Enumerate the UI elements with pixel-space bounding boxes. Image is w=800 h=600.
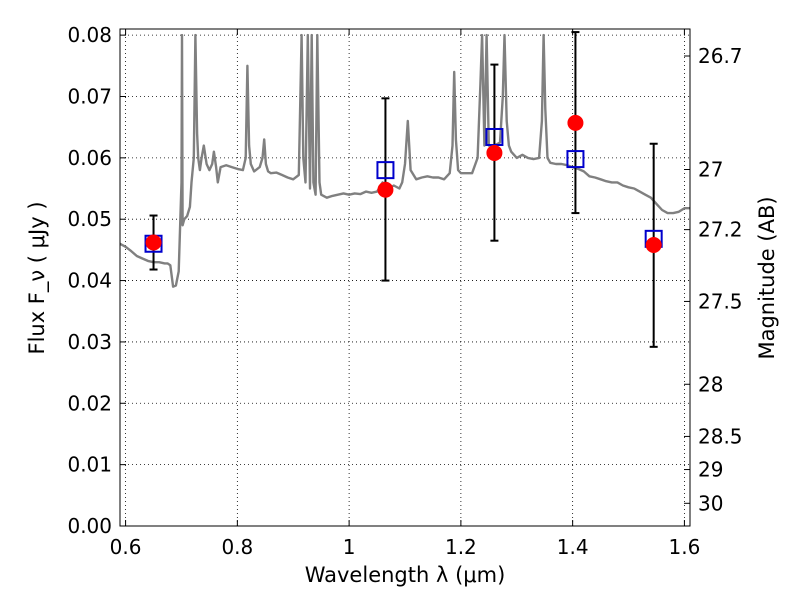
magnitude-tick-label: 30 <box>698 491 723 515</box>
y-tick-label: 0.03 <box>67 330 112 354</box>
x-tick-label: 0.6 <box>110 535 142 559</box>
magnitude-tick-label: 29 <box>698 458 723 482</box>
magnitude-tick-label: 27.2 <box>698 218 743 242</box>
synthetic-flux-square <box>376 161 395 180</box>
y-tick-label: 0.05 <box>67 207 112 231</box>
synthetic-flux-square <box>566 150 585 169</box>
synthetic-photometry-markers <box>144 127 663 253</box>
spectrum-line <box>120 33 690 288</box>
x-tick-label: 1.6 <box>669 535 701 559</box>
y-tick-label: 0.07 <box>67 84 112 108</box>
observed-flux-point <box>567 114 584 131</box>
magnitude-tick-label: 26.7 <box>698 44 743 68</box>
x-axis-label: Wavelength λ (μm) <box>305 563 506 587</box>
magnitude-tick-label: 28.5 <box>698 424 743 448</box>
observed-flux-point <box>486 144 503 161</box>
observed-flux-point <box>645 236 662 253</box>
plot-frame <box>119 28 691 527</box>
magnitude-tick-label: 28 <box>698 372 723 396</box>
grid-lines <box>120 29 690 527</box>
magnitude-tick-label: 27 <box>698 158 723 182</box>
observed-flux-point <box>145 234 162 251</box>
axis-ticks <box>120 29 690 527</box>
model-spectrum <box>120 33 690 288</box>
y-tick-label: 0.08 <box>67 23 112 47</box>
error-bars <box>149 31 658 348</box>
x-tick-label: 1.2 <box>445 535 477 559</box>
tick-labels: 0.6 0.8 1 1.2 1.4 1.6 0.00 0.01 0.02 0.03 0.04 0.05… <box>67 23 742 559</box>
y-tick-label: 0.02 <box>67 391 112 415</box>
y-axis-label: Flux F_ν ( μJy ) <box>25 201 50 354</box>
x-tick-label: 0.8 <box>221 535 253 559</box>
magnitude-tick-label: 27.5 <box>698 289 743 313</box>
observed-flux-point <box>377 181 394 198</box>
y-tick-label: 0.01 <box>67 453 112 477</box>
y-tick-label: 0.04 <box>67 269 112 293</box>
y-tick-label: 0.00 <box>67 514 112 538</box>
right-axis-label: Magnitude (AB) <box>755 196 779 359</box>
y-tick-label: 0.06 <box>67 146 112 170</box>
observed-flux-markers <box>145 114 662 253</box>
x-tick-label: 1.4 <box>557 535 589 559</box>
x-tick-label: 1 <box>343 535 356 559</box>
